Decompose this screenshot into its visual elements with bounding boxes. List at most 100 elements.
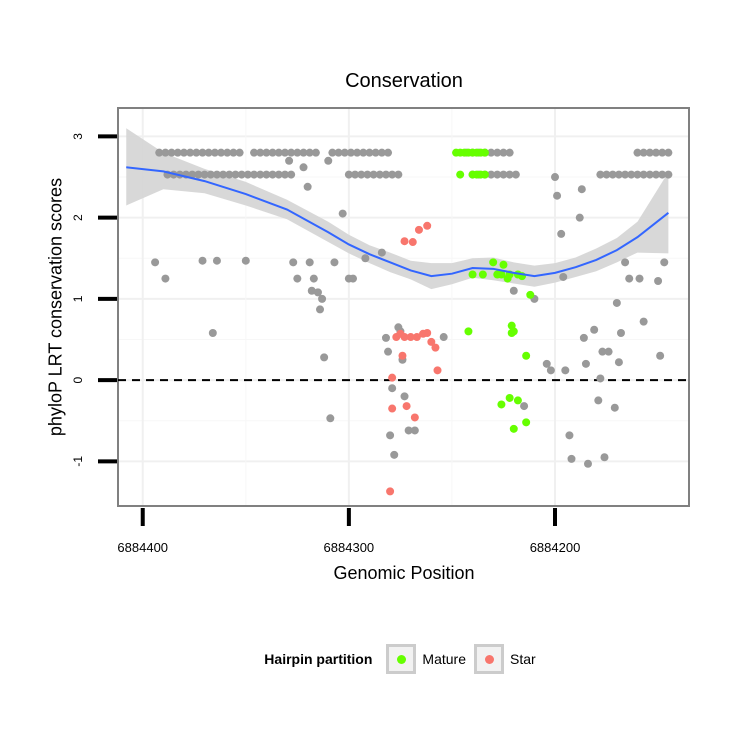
point-unassigned bbox=[208, 328, 217, 337]
point-unassigned bbox=[654, 277, 663, 286]
point-unassigned bbox=[241, 256, 250, 265]
point-unassigned bbox=[608, 170, 617, 179]
point-unassigned bbox=[212, 256, 221, 265]
point-unassigned bbox=[664, 170, 673, 179]
point-unassigned bbox=[280, 170, 289, 179]
point-mature bbox=[509, 424, 518, 433]
point-unassigned bbox=[581, 359, 590, 368]
point-unassigned bbox=[351, 170, 360, 179]
point-unassigned bbox=[377, 148, 386, 157]
point-star bbox=[400, 237, 409, 246]
point-unassigned bbox=[400, 392, 409, 401]
point-unassigned bbox=[194, 170, 203, 179]
point-unassigned bbox=[394, 170, 403, 179]
point-unassigned bbox=[575, 213, 584, 222]
point-unassigned bbox=[577, 185, 586, 194]
point-unassigned bbox=[645, 170, 654, 179]
legend-item-star: Star bbox=[474, 644, 540, 674]
point-unassigned bbox=[404, 426, 413, 435]
point-unassigned bbox=[639, 148, 648, 157]
point-unassigned bbox=[594, 396, 603, 405]
point-unassigned bbox=[268, 148, 277, 157]
point-unassigned bbox=[161, 148, 170, 157]
y-axis-label: phyloP LRT conservation scores bbox=[45, 177, 66, 437]
point-unassigned bbox=[384, 148, 393, 157]
point-unassigned bbox=[309, 274, 318, 283]
point-mature bbox=[489, 258, 498, 267]
point-star bbox=[431, 343, 440, 352]
point-star bbox=[412, 333, 421, 342]
confidence-ribbon bbox=[126, 128, 669, 290]
point-unassigned bbox=[293, 148, 302, 157]
point-unassigned bbox=[305, 148, 314, 157]
smooth-curve bbox=[126, 166, 670, 278]
point-mature bbox=[522, 418, 531, 427]
point-unassigned bbox=[487, 170, 496, 179]
point-unassigned bbox=[660, 258, 669, 267]
point-unassigned bbox=[652, 170, 661, 179]
point-unassigned bbox=[410, 426, 419, 435]
point-unassigned bbox=[627, 170, 636, 179]
point-star bbox=[408, 238, 417, 247]
point-star bbox=[433, 366, 442, 375]
point-star bbox=[423, 328, 432, 337]
point-star bbox=[414, 225, 423, 234]
point-unassigned bbox=[635, 274, 644, 283]
point-unassigned bbox=[384, 347, 393, 356]
point-unassigned bbox=[206, 170, 215, 179]
point-unassigned bbox=[509, 286, 518, 295]
point-unassigned bbox=[299, 163, 308, 172]
point-unassigned bbox=[188, 170, 197, 179]
point-mature bbox=[468, 270, 477, 279]
point-unassigned bbox=[192, 148, 201, 157]
point-mature bbox=[522, 351, 531, 360]
point-unassigned bbox=[340, 148, 349, 157]
point-unassigned bbox=[235, 148, 244, 157]
point-unassigned bbox=[557, 229, 566, 238]
point-unassigned bbox=[621, 170, 630, 179]
point-unassigned bbox=[381, 333, 390, 342]
legend-key-mature bbox=[386, 644, 417, 674]
point-star bbox=[398, 351, 407, 360]
legend-label-mature: Mature bbox=[422, 651, 466, 667]
point-mature bbox=[478, 270, 487, 279]
point-unassigned bbox=[633, 170, 642, 179]
point-star bbox=[402, 402, 411, 411]
point-unassigned bbox=[639, 317, 648, 326]
point-unassigned bbox=[274, 170, 283, 179]
point-star bbox=[406, 333, 415, 342]
point-star bbox=[427, 337, 436, 346]
point-unassigned bbox=[313, 288, 322, 297]
point-unassigned bbox=[287, 170, 296, 179]
point-unassigned bbox=[151, 258, 160, 267]
point-unassigned bbox=[326, 414, 335, 423]
point-mature bbox=[526, 290, 535, 299]
point-unassigned bbox=[348, 274, 357, 283]
point-unassigned bbox=[565, 431, 574, 440]
point-unassigned bbox=[658, 148, 667, 157]
data-points bbox=[151, 148, 673, 496]
point-unassigned bbox=[359, 148, 368, 157]
point-unassigned bbox=[365, 148, 374, 157]
point-mature bbox=[464, 327, 473, 336]
smooth-line bbox=[126, 166, 670, 278]
point-unassigned bbox=[377, 248, 386, 257]
point-unassigned bbox=[499, 170, 508, 179]
point-unassigned bbox=[386, 431, 395, 440]
point-unassigned bbox=[546, 366, 555, 375]
point-unassigned bbox=[324, 156, 333, 165]
point-mature bbox=[497, 270, 506, 279]
point-unassigned bbox=[652, 148, 661, 157]
point-star bbox=[400, 333, 409, 342]
point-unassigned bbox=[167, 148, 176, 157]
point-unassigned bbox=[330, 258, 339, 267]
point-unassigned bbox=[274, 148, 283, 157]
point-unassigned bbox=[381, 170, 390, 179]
point-unassigned bbox=[250, 148, 259, 157]
point-star bbox=[388, 373, 397, 382]
point-unassigned bbox=[520, 402, 529, 411]
x-tick-label: 6884400 bbox=[117, 540, 168, 555]
point-unassigned bbox=[590, 325, 599, 334]
point-unassigned bbox=[289, 258, 298, 267]
point-unassigned bbox=[307, 286, 316, 295]
